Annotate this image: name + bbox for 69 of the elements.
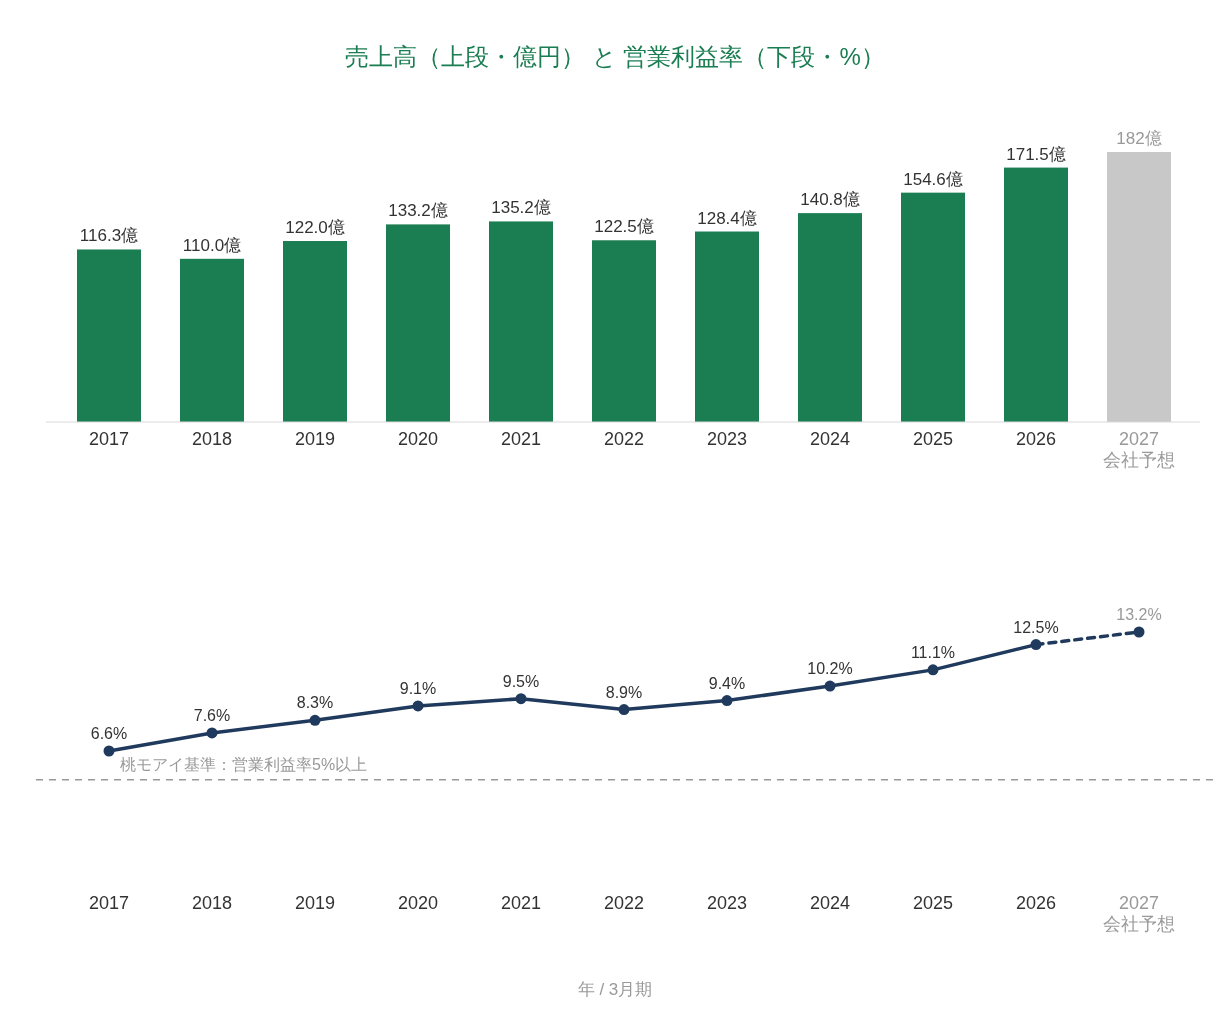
bar xyxy=(77,249,141,422)
point xyxy=(103,745,115,757)
x-tick-label: 2027 会社予想 xyxy=(1103,429,1175,470)
data-label: 122.0億 xyxy=(285,218,345,238)
data-label: 182億 xyxy=(1116,129,1162,148)
x-tick-label: 2018 xyxy=(191,893,233,913)
bar xyxy=(592,240,656,422)
x-tick-label: 2020 xyxy=(397,893,439,913)
data-label: 128.4億 xyxy=(697,208,757,228)
bar xyxy=(1004,167,1068,422)
x-tick-label: 2020 xyxy=(397,429,439,449)
x-tick-label: 2022 xyxy=(603,893,645,913)
bar xyxy=(489,221,553,422)
point xyxy=(1133,626,1145,638)
data-label: 10.2% xyxy=(807,660,853,678)
data-label: 154.6億 xyxy=(903,169,963,189)
x-tick-label: 2019 xyxy=(294,893,336,913)
point xyxy=(206,727,218,739)
point xyxy=(721,695,733,707)
ref-line-label: 桃モアイ基準：営業利益率5%以上 xyxy=(120,755,368,773)
bar xyxy=(386,224,450,422)
x-tick-label: 2025 xyxy=(912,893,954,913)
x-tick-label: 2024 xyxy=(809,893,851,913)
bar xyxy=(695,231,759,422)
data-label: 135.2億 xyxy=(491,198,551,218)
data-label: 171.5億 xyxy=(1006,144,1066,164)
x-tick-label: 2017 xyxy=(88,893,130,913)
bar xyxy=(901,192,965,422)
x-tick-label: 2024 xyxy=(809,429,851,449)
point xyxy=(824,680,836,692)
data-label: 133.2億 xyxy=(388,201,448,221)
bar xyxy=(1107,152,1171,422)
data-label: 140.8億 xyxy=(800,190,860,210)
data-label: 11.1% xyxy=(910,643,956,661)
point xyxy=(412,700,424,712)
bar xyxy=(798,213,862,422)
x-tick-label: 2025 xyxy=(912,429,954,449)
point xyxy=(618,704,630,716)
x-tick-label: 2018 xyxy=(191,429,233,449)
point xyxy=(927,664,939,676)
data-label: 8.9% xyxy=(605,683,643,701)
x-tick-label: 2026 xyxy=(1015,429,1057,449)
x-tick-label: 2027 会社予想 xyxy=(1103,893,1175,934)
data-label: 6.6% xyxy=(90,725,128,742)
x-tick-label: 2026 xyxy=(1015,893,1057,913)
bar xyxy=(180,258,244,422)
x-tick-label: 2021 xyxy=(500,429,542,449)
x-tick-label: 2022 xyxy=(603,429,645,449)
point xyxy=(1030,639,1042,651)
data-label: 116.3億 xyxy=(79,226,139,246)
x-tick-label: 2017 xyxy=(88,429,130,449)
x-tick-label: 2023 xyxy=(706,893,748,913)
data-label: 7.6% xyxy=(193,706,231,724)
x-tick-label: 2021 xyxy=(500,893,542,913)
point xyxy=(309,714,321,726)
data-label: 8.3% xyxy=(296,694,334,712)
point xyxy=(515,693,527,705)
x-axis-title: 年 / 3月期 xyxy=(577,980,653,999)
data-label: 9.1% xyxy=(399,679,437,697)
data-label: 9.5% xyxy=(502,672,540,690)
data-label: 12.5% xyxy=(1013,618,1059,636)
x-tick-label: 2023 xyxy=(706,429,748,449)
data-label: 110.0億 xyxy=(182,235,242,255)
data-label: 122.5億 xyxy=(594,217,654,237)
data-label: 9.4% xyxy=(708,674,746,692)
x-tick-label: 2019 xyxy=(294,429,336,449)
data-label: 13.2% xyxy=(1116,606,1162,623)
bar xyxy=(283,241,347,422)
chart-title: 売上高（上段・億円） と 営業利益率（下段・%） xyxy=(345,43,885,70)
